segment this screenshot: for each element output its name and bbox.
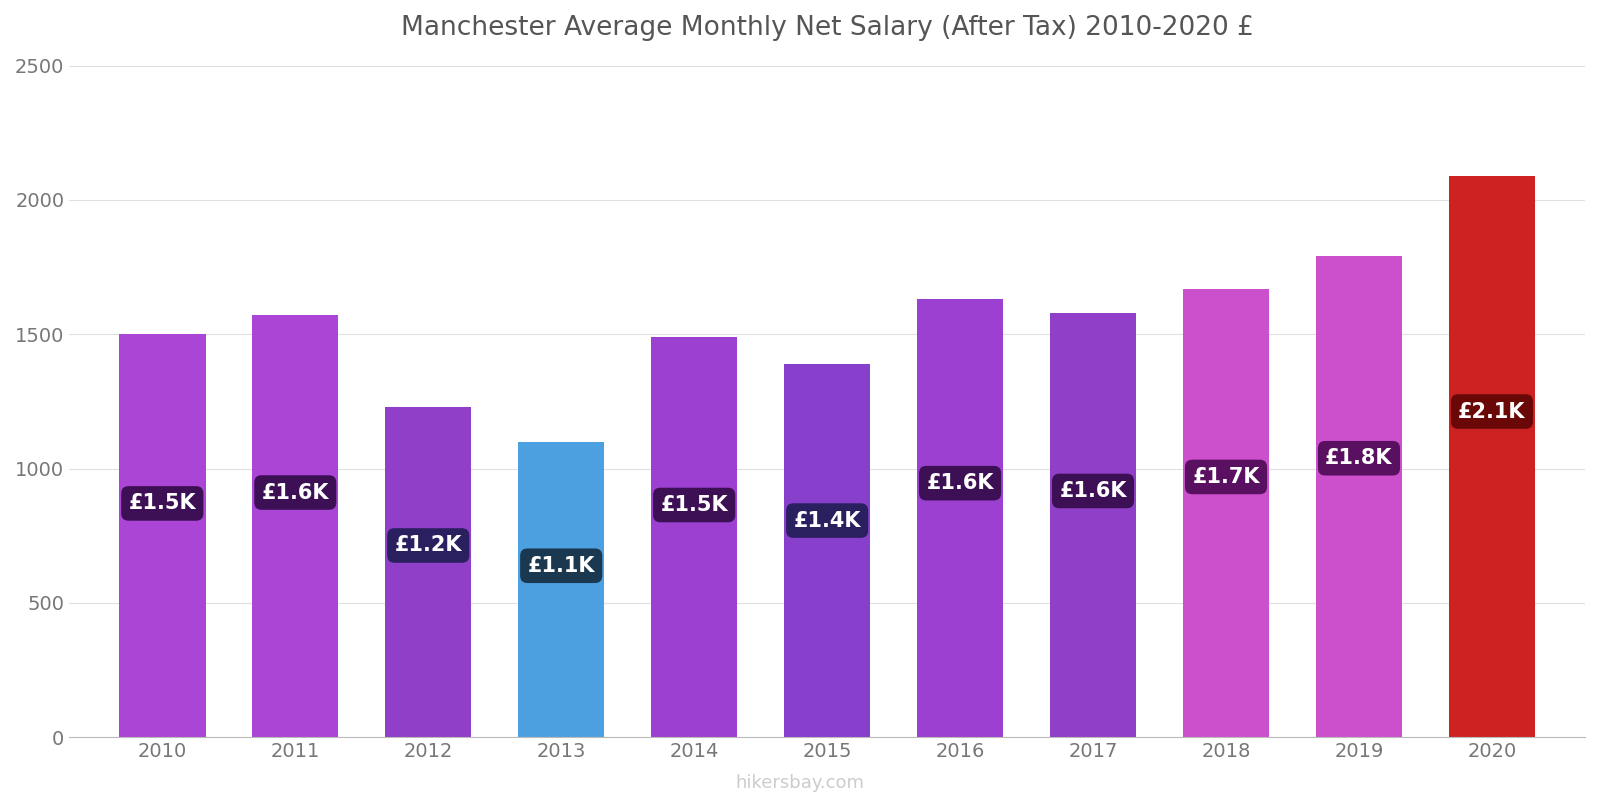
Bar bbox=[917, 299, 1003, 737]
Bar bbox=[386, 406, 472, 737]
Title: Manchester Average Monthly Net Salary (After Tax) 2010-2020 £: Manchester Average Monthly Net Salary (A… bbox=[400, 15, 1253, 41]
Bar bbox=[1050, 313, 1136, 737]
Bar bbox=[1182, 289, 1269, 737]
Bar bbox=[118, 334, 205, 737]
Text: £1.7K: £1.7K bbox=[1192, 467, 1259, 487]
Text: £1.6K: £1.6K bbox=[261, 482, 330, 502]
Text: £1.4K: £1.4K bbox=[794, 510, 861, 530]
Bar bbox=[1448, 176, 1534, 737]
Bar bbox=[651, 337, 738, 737]
Text: £2.1K: £2.1K bbox=[1458, 402, 1526, 422]
Text: £1.2K: £1.2K bbox=[395, 535, 462, 555]
Bar bbox=[1315, 256, 1402, 737]
Bar bbox=[784, 364, 870, 737]
Bar bbox=[253, 315, 339, 737]
Text: £1.5K: £1.5K bbox=[661, 495, 728, 515]
Text: hikersbay.com: hikersbay.com bbox=[736, 774, 864, 792]
Text: £1.1K: £1.1K bbox=[528, 556, 595, 576]
Text: £1.6K: £1.6K bbox=[1059, 481, 1126, 501]
Text: £1.5K: £1.5K bbox=[128, 494, 197, 514]
Text: £1.6K: £1.6K bbox=[926, 473, 994, 493]
Text: £1.8K: £1.8K bbox=[1325, 448, 1392, 468]
Bar bbox=[518, 442, 605, 737]
